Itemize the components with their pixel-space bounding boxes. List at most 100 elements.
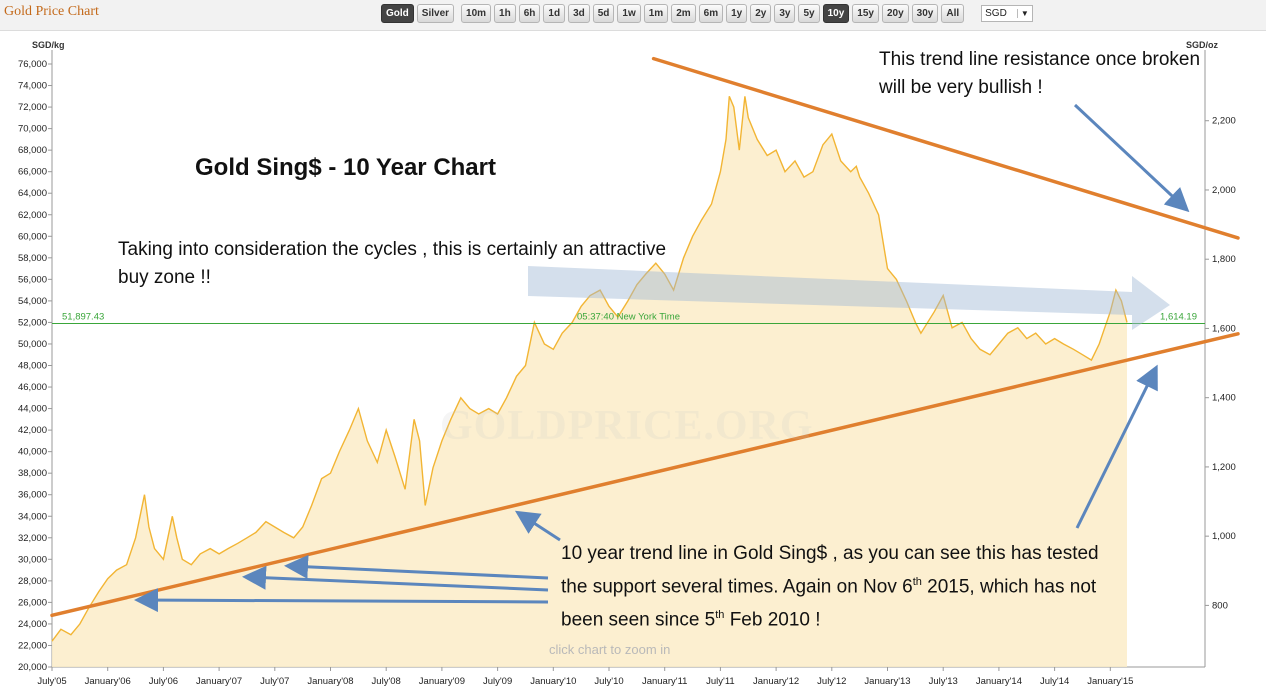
range-button-1d[interactable]: 1d (543, 4, 566, 23)
left-tick-label: 64,000 (18, 188, 47, 199)
left-tick-label: 22,000 (18, 640, 47, 651)
right-tick-label: 800 (1212, 600, 1228, 611)
left-axis-unit: SGD/kg (32, 40, 65, 50)
x-tick-label: January'08 (307, 676, 353, 687)
left-tick-label: 20,000 (18, 662, 47, 673)
x-tick-label: January'15 (1087, 676, 1133, 687)
x-tick-label: July'12 (817, 676, 846, 687)
x-tick-label: January'14 (976, 676, 1022, 687)
left-tick-label: 60,000 (18, 231, 47, 242)
range-button-5y[interactable]: 5y (798, 4, 820, 23)
left-tick-label: 70,000 (18, 124, 47, 135)
right-tick-label: 1,400 (1212, 393, 1236, 404)
trend-note-text-1: 10 year trend line in Gold Sing$ , as yo… (561, 543, 1099, 598)
resistance-trend-line (651, 56, 1240, 240)
left-tick-label: 68,000 (18, 145, 47, 156)
x-tick-label: July'14 (1040, 676, 1069, 687)
right-tick-label: 2,200 (1212, 116, 1236, 127)
range-button-2y[interactable]: 2y (750, 4, 772, 23)
x-tick-label: January'13 (864, 676, 910, 687)
left-tick-label: 28,000 (18, 576, 47, 587)
x-tick-label: July'09 (483, 676, 512, 687)
range-button-all[interactable]: All (941, 4, 965, 23)
support-pointer-arrow-4 (514, 510, 561, 542)
watermark: GOLDPRICE.ORG (440, 403, 814, 449)
range-button-6h[interactable]: 6h (518, 4, 541, 23)
range-button-1h[interactable]: 1h (494, 4, 516, 23)
chevron-down-icon: ▼ (1016, 9, 1029, 18)
range-button-1w[interactable]: 1w (617, 4, 641, 23)
range-button-30y[interactable]: 30y (911, 4, 939, 23)
trend-note-text-3: Feb 2010 ! (724, 609, 821, 631)
range-button-bar: Gold Silver 10m 1h 6h 1d 3d 5d 1w 1m 2m 6m 1y 2y 3y 5y 1… (381, 4, 1033, 23)
x-tick-label: July'13 (929, 676, 958, 687)
right-tick-label: 1,800 (1212, 254, 1236, 265)
left-tick-label: 42,000 (18, 425, 47, 436)
currency-value: SGD (985, 8, 1007, 19)
x-tick-label: January'11 (642, 676, 687, 687)
range-button-5d[interactable]: 5d (592, 4, 615, 23)
range-button-gold[interactable]: Gold (381, 4, 414, 23)
range-button-3d[interactable]: 3d (568, 4, 590, 23)
right-tick-label: 2,000 (1212, 185, 1236, 196)
left-tick-label: 30,000 (18, 554, 47, 565)
left-tick-label: 26,000 (18, 597, 47, 608)
left-tick-label: 52,000 (18, 317, 47, 328)
left-tick-label: 24,000 (18, 619, 47, 630)
x-tick-label: January'07 (196, 676, 242, 687)
left-tick-label: 40,000 (18, 447, 47, 458)
x-tick-label: July'06 (149, 676, 178, 687)
left-tick-label: 76,000 (18, 59, 47, 70)
zoom-hint: click chart to zoom in (549, 642, 671, 657)
range-button-15y[interactable]: 15y (852, 4, 879, 23)
left-tick-label: 48,000 (18, 361, 47, 372)
range-button-3y[interactable]: 3y (774, 4, 796, 23)
buy-zone-arrow (528, 266, 1170, 330)
left-tick-label: 32,000 (18, 533, 47, 544)
top-toolbar: Gold Price Chart Gold Silver 10m 1h 6h 1d 3d 5d… (0, 0, 1266, 31)
x-tick-label: July'10 (594, 676, 623, 687)
support-pointer-arrow-1 (284, 554, 549, 580)
range-button-1y[interactable]: 1y (726, 4, 748, 23)
left-tick-label: 56,000 (18, 274, 47, 285)
left-tick-label: 34,000 (18, 511, 47, 522)
current-price-right-label: 1,614.19 (1160, 312, 1197, 323)
left-tick-label: 38,000 (18, 468, 47, 479)
x-tick-label: July'11 (706, 676, 735, 687)
range-button-1m[interactable]: 1m (643, 4, 669, 23)
left-tick-label: 74,000 (18, 81, 47, 92)
range-button-2m[interactable]: 2m (671, 4, 696, 23)
left-tick-label: 46,000 (18, 382, 47, 393)
range-button-silver[interactable]: Silver (416, 4, 455, 23)
support-pointer-arrow-5 (1075, 364, 1158, 529)
left-tick-label: 36,000 (18, 490, 47, 501)
right-tick-label: 1,000 (1212, 531, 1236, 542)
x-tick-label: July'07 (260, 676, 289, 687)
x-tick-label: January'10 (530, 676, 576, 687)
left-tick-label: 72,000 (18, 102, 47, 113)
x-tick-label: January'06 (85, 676, 131, 687)
support-trend-annotation: 10 year trend line in Gold Sing$ , as yo… (561, 539, 1121, 635)
right-axis-unit: SGD/oz (1186, 40, 1219, 50)
trend-note-sup-1: th (912, 576, 922, 588)
left-tick-label: 54,000 (18, 296, 47, 307)
x-tick-label: July'08 (372, 676, 401, 687)
right-tick-label: 1,200 (1212, 462, 1236, 473)
currency-select[interactable]: SGD ▼ (981, 5, 1033, 22)
support-pointer-arrow-3 (134, 588, 549, 613)
left-tick-label: 62,000 (18, 210, 47, 221)
buy-zone-annotation: Taking into consideration the cycles , t… (118, 239, 667, 288)
range-button-10m[interactable]: 10m (461, 4, 492, 23)
price-area-fill (52, 96, 1127, 668)
range-button-10y[interactable]: 10y (822, 4, 850, 23)
left-tick-label: 44,000 (18, 404, 47, 415)
x-tick-label: January'12 (753, 676, 799, 687)
app-title: Gold Price Chart (4, 4, 99, 19)
current-time-label: 05:37:40 New York Time (577, 312, 680, 323)
range-button-6m[interactable]: 6m (698, 4, 724, 23)
right-tick-label: 1,600 (1212, 323, 1236, 334)
range-button-20y[interactable]: 20y (881, 4, 909, 23)
chart-headline: Gold Sing$ - 10 Year Chart (195, 154, 496, 181)
left-tick-label: 50,000 (18, 339, 47, 350)
